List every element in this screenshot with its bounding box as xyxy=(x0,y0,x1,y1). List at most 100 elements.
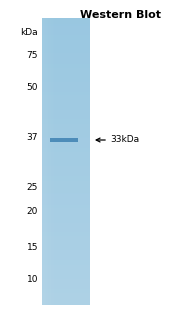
Bar xyxy=(42,220,90,221)
Bar xyxy=(42,67,90,68)
Bar xyxy=(42,191,90,192)
Bar xyxy=(42,125,90,126)
Bar xyxy=(42,57,90,58)
Bar xyxy=(42,35,90,36)
Bar xyxy=(42,81,90,82)
Bar xyxy=(42,267,90,268)
Bar xyxy=(42,284,90,285)
Bar xyxy=(42,71,90,72)
Bar xyxy=(42,128,90,129)
Bar xyxy=(42,19,90,20)
Bar xyxy=(42,213,90,214)
Bar xyxy=(42,148,90,149)
Bar xyxy=(42,109,90,110)
Bar xyxy=(42,279,90,280)
Bar xyxy=(42,199,90,200)
Bar xyxy=(55,18,56,305)
Bar xyxy=(42,241,90,242)
Bar xyxy=(42,105,90,106)
Bar xyxy=(42,268,90,269)
Bar xyxy=(42,194,90,195)
Bar xyxy=(42,263,90,264)
Bar xyxy=(42,79,90,80)
Text: 20: 20 xyxy=(27,208,38,217)
Bar xyxy=(42,103,90,104)
Bar xyxy=(42,82,90,83)
Bar xyxy=(42,277,90,278)
Bar xyxy=(42,45,90,46)
Bar xyxy=(42,252,90,253)
Bar xyxy=(42,248,90,249)
Bar xyxy=(42,232,90,233)
Bar xyxy=(42,185,90,186)
Bar xyxy=(42,72,90,73)
Bar xyxy=(42,206,90,207)
Bar xyxy=(42,181,90,182)
Bar xyxy=(42,66,90,67)
Bar xyxy=(42,294,90,295)
Bar xyxy=(42,102,90,103)
Bar xyxy=(42,271,90,272)
Bar xyxy=(51,18,52,305)
Bar xyxy=(42,224,90,225)
Bar xyxy=(42,202,90,203)
Bar xyxy=(42,193,90,194)
Bar xyxy=(42,137,90,138)
Bar xyxy=(50,138,78,142)
Bar xyxy=(42,175,90,176)
Bar xyxy=(42,153,90,154)
Bar xyxy=(42,245,90,246)
Bar xyxy=(42,95,90,96)
Bar xyxy=(42,219,90,220)
Bar xyxy=(42,96,90,97)
Bar xyxy=(42,290,90,291)
Bar xyxy=(42,155,90,156)
Bar xyxy=(42,234,90,235)
Bar xyxy=(42,251,90,252)
Bar xyxy=(42,136,90,137)
Bar xyxy=(42,196,90,197)
Bar xyxy=(42,94,90,95)
Bar xyxy=(42,297,90,298)
Bar xyxy=(42,110,90,111)
Text: 10: 10 xyxy=(26,276,38,285)
Bar xyxy=(42,41,90,42)
Bar xyxy=(42,218,90,219)
Bar xyxy=(42,210,90,211)
Bar xyxy=(42,112,90,113)
Bar xyxy=(42,122,90,123)
Bar xyxy=(42,260,90,261)
Bar xyxy=(42,78,90,79)
Bar xyxy=(42,59,90,60)
Bar xyxy=(42,208,90,209)
Bar xyxy=(42,266,90,267)
Bar xyxy=(42,300,90,301)
Bar xyxy=(42,114,90,115)
Bar xyxy=(42,90,90,91)
Bar xyxy=(42,149,90,150)
Bar xyxy=(42,258,90,259)
Bar xyxy=(42,177,90,178)
Bar xyxy=(42,170,90,171)
Bar xyxy=(42,179,90,180)
Bar xyxy=(42,187,90,188)
Bar xyxy=(42,291,90,292)
Bar xyxy=(42,48,90,49)
Bar xyxy=(42,298,90,299)
Bar xyxy=(42,68,90,69)
Bar xyxy=(42,166,90,167)
Bar xyxy=(42,164,90,165)
Bar xyxy=(42,282,90,283)
Bar xyxy=(42,65,90,66)
Bar xyxy=(52,18,53,305)
Bar xyxy=(42,100,90,101)
Bar xyxy=(42,256,90,257)
Bar xyxy=(42,301,90,302)
Bar xyxy=(42,228,90,229)
Bar xyxy=(42,86,90,87)
Bar xyxy=(42,240,90,241)
Bar xyxy=(42,147,90,148)
Bar xyxy=(42,159,90,161)
Bar xyxy=(42,235,90,236)
Bar xyxy=(42,157,90,158)
